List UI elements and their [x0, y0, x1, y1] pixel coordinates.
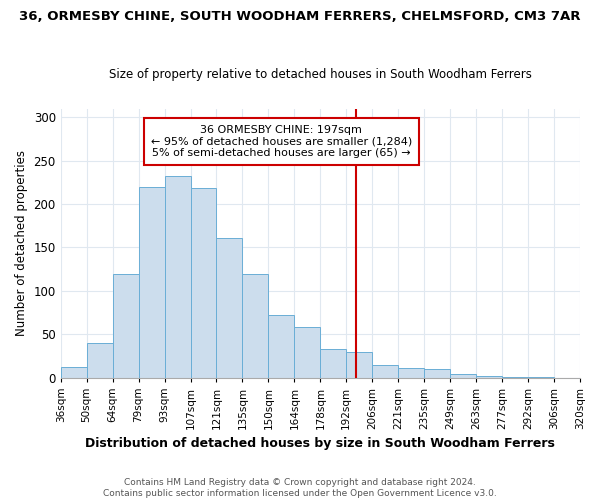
Bar	[61, 367, 86, 378]
Bar	[424, 369, 450, 378]
Title: Size of property relative to detached houses in South Woodham Ferrers: Size of property relative to detached ho…	[109, 68, 532, 81]
Bar	[372, 366, 398, 378]
Bar	[164, 176, 191, 378]
Bar	[502, 376, 528, 378]
Y-axis label: Number of detached properties: Number of detached properties	[15, 150, 28, 336]
Bar	[268, 315, 295, 378]
Bar	[191, 188, 217, 378]
Bar	[476, 376, 502, 378]
Text: 36, ORMESBY CHINE, SOUTH WOODHAM FERRERS, CHELMSFORD, CM3 7AR: 36, ORMESBY CHINE, SOUTH WOODHAM FERRERS…	[19, 10, 581, 23]
Bar	[320, 349, 346, 378]
Bar	[295, 327, 320, 378]
Bar	[450, 374, 476, 378]
Text: Contains HM Land Registry data © Crown copyright and database right 2024.
Contai: Contains HM Land Registry data © Crown c…	[103, 478, 497, 498]
Bar	[346, 352, 372, 378]
Bar	[217, 238, 242, 378]
Bar	[398, 368, 424, 378]
Bar	[113, 274, 139, 378]
Bar	[528, 376, 554, 378]
Bar	[242, 274, 268, 378]
Bar	[86, 343, 113, 378]
Text: 36 ORMESBY CHINE: 197sqm
← 95% of detached houses are smaller (1,284)
5% of semi: 36 ORMESBY CHINE: 197sqm ← 95% of detach…	[151, 125, 412, 158]
X-axis label: Distribution of detached houses by size in South Woodham Ferrers: Distribution of detached houses by size …	[85, 437, 555, 450]
Bar	[139, 186, 164, 378]
